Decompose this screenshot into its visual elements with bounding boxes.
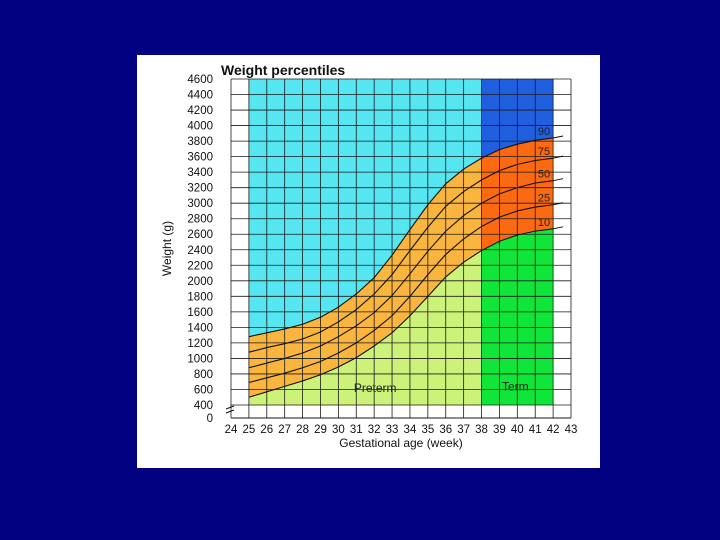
x-axis-label: Gestational age (week) xyxy=(339,436,462,450)
percentile-lines xyxy=(248,135,564,398)
region-label-term: Term xyxy=(502,379,529,393)
y-tick-label: 3800 xyxy=(187,136,213,148)
y-tick-label: 0 xyxy=(207,413,213,425)
x-tick-label: 32 xyxy=(368,424,381,436)
y-tick-label: 1200 xyxy=(187,338,213,350)
y-tick-label: 4400 xyxy=(187,90,213,102)
percentile-label-50: 50 xyxy=(538,169,550,181)
y-tick-label: 2200 xyxy=(187,260,213,272)
percentile-line-end-10 xyxy=(553,226,564,230)
y-tick-label: 4600 xyxy=(187,74,213,86)
x-tick-label: 24 xyxy=(225,424,238,436)
chart-title: Weight percentiles xyxy=(221,62,345,78)
y-tick-label: 1600 xyxy=(187,307,213,319)
chart-card: 0 400 600 800 1000 1200 1400 1600 1800 2000 2200 24… xyxy=(137,55,600,468)
x-tick-label: 43 xyxy=(565,424,578,436)
x-tick-label: 31 xyxy=(350,424,363,436)
x-tick-label: 41 xyxy=(529,424,542,436)
y-tick-label: 4200 xyxy=(187,105,213,117)
x-tick-label: 34 xyxy=(404,424,417,436)
y-tick-label: 400 xyxy=(194,400,213,412)
percentile-line-end-90 xyxy=(553,135,564,139)
x-tick-label: 26 xyxy=(260,424,273,436)
percentile-line-end-25 xyxy=(553,202,564,206)
x-tick-label: 36 xyxy=(439,424,452,436)
y-tick-label: 1800 xyxy=(187,291,213,303)
percentile-line-10 xyxy=(248,228,554,398)
preterm-upper-region xyxy=(248,79,482,337)
percentile-line-50 xyxy=(248,180,554,369)
x-tick-label: 40 xyxy=(511,424,524,436)
percentile-label-25: 25 xyxy=(538,193,550,205)
y-tick-label: 2400 xyxy=(187,245,213,257)
y-tick-label: 3600 xyxy=(187,152,213,164)
percentile-label-75: 75 xyxy=(538,146,550,158)
y-tick-label: 1000 xyxy=(187,353,213,365)
y-tick-label: 2600 xyxy=(187,229,213,241)
x-tick-label: 28 xyxy=(296,424,309,436)
percentile-line-end-50 xyxy=(553,178,564,182)
y-tick-label: 3400 xyxy=(187,167,213,179)
y-tick-label: 3200 xyxy=(187,183,213,195)
y-tick-label: 600 xyxy=(194,384,213,396)
x-tick-label: 29 xyxy=(314,424,327,436)
percentile-line-end-75 xyxy=(553,155,564,159)
y-axis-break-mark xyxy=(225,405,235,414)
preterm-lower-region xyxy=(248,250,482,405)
y-tick-label: 4000 xyxy=(187,121,213,133)
percentile-line-25 xyxy=(248,204,554,384)
percentile-label-90: 90 xyxy=(538,126,550,138)
x-tick-label: 30 xyxy=(332,424,345,436)
chart-labels: 90 75 50 25 10 Weight percentiles Gestational … xyxy=(160,62,550,450)
percentile-label-10: 10 xyxy=(538,217,550,229)
y-tick-label: 3000 xyxy=(187,198,213,210)
y-tick-label: 800 xyxy=(194,369,213,381)
y-axis-label: Weight (g) xyxy=(160,221,174,276)
x-tick-label: 37 xyxy=(457,424,470,436)
region-label-preterm: Preterm xyxy=(354,381,397,395)
x-tick-label: 25 xyxy=(242,424,255,436)
x-tick-label: 33 xyxy=(386,424,399,436)
y-tick-label: 1400 xyxy=(187,322,213,334)
y-tick-label: 2000 xyxy=(187,276,213,288)
y-tick-label: 2800 xyxy=(187,214,213,226)
x-tick-label: 35 xyxy=(421,424,434,436)
x-tick-label: 42 xyxy=(547,424,560,436)
x-tick-label: 38 xyxy=(475,424,488,436)
percentile-line-90 xyxy=(248,137,554,338)
percentile-line-75 xyxy=(248,157,554,353)
grid-lines xyxy=(225,78,572,419)
x-tick-label: 27 xyxy=(278,424,291,436)
x-tick-label: 39 xyxy=(493,424,506,436)
